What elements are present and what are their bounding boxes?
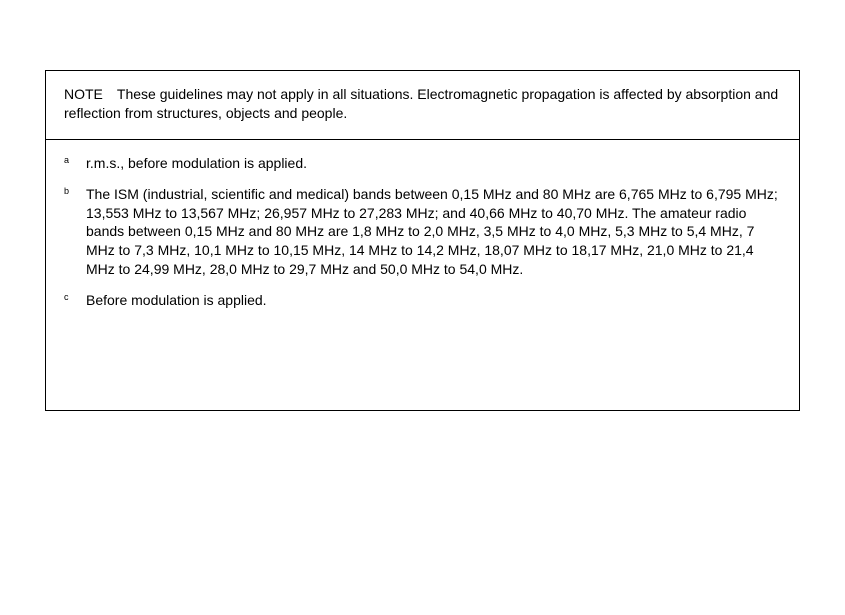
footnote-text: The ISM (industrial, scientific and medi… [86,185,781,279]
footnote-mark: a [64,154,86,165]
guidelines-box: NOTEThese guidelines may not apply in al… [45,70,800,411]
note-label: NOTE [64,86,103,102]
footnote-c: c Before modulation is applied. [64,291,781,310]
note-paragraph: NOTEThese guidelines may not apply in al… [64,85,781,123]
note-body: These guidelines may not apply in all si… [64,86,778,121]
footnote-mark: b [64,185,86,196]
note-cell: NOTEThese guidelines may not apply in al… [46,71,799,140]
page: NOTEThese guidelines may not apply in al… [0,0,845,615]
footnote-text: Before modulation is applied. [86,291,781,310]
footnotes-cell: a r.m.s., before modulation is applied. … [46,140,799,410]
footnote-mark: c [64,291,86,302]
footnote-b: b The ISM (industrial, scientific and me… [64,185,781,279]
footnote-a: a r.m.s., before modulation is applied. [64,154,781,173]
footnote-text: r.m.s., before modulation is applied. [86,154,781,173]
